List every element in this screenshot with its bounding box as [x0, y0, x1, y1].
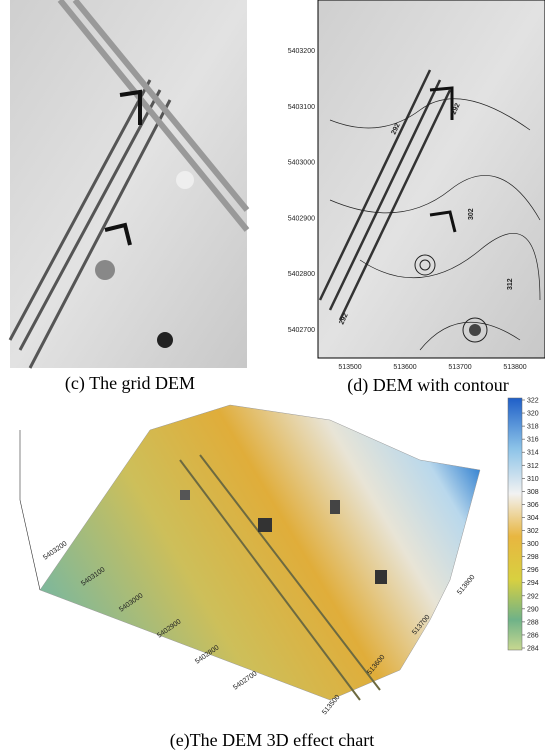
colorbar-label: 286: [527, 632, 539, 639]
figure: (c) The grid DEM 5403200 5403100 5403000 54…: [0, 0, 545, 756]
x-tick-label: 513500: [338, 364, 361, 371]
y-tick-label: 5403000: [288, 160, 315, 167]
colorbar-label: 296: [527, 567, 539, 574]
east-label: 513800: [456, 574, 476, 596]
colorbar-label: 288: [527, 619, 539, 626]
dem-3d-image: [20, 405, 480, 700]
caption: (e)The DEM 3D effect chart: [170, 730, 375, 751]
y-tick-label: 5402900: [288, 215, 315, 222]
colorbar-label: 302: [527, 528, 539, 535]
colorbar-label: 304: [527, 515, 539, 522]
caption: (c) The grid DEM: [65, 373, 195, 394]
y-tick-label: 5402700: [288, 327, 315, 334]
colorbar-label: 300: [527, 541, 539, 548]
colorbar-label: 320: [527, 411, 539, 418]
colorbar-label: 316: [527, 437, 539, 444]
caption: (d) DEM with contour: [347, 375, 508, 396]
y-tick-label: 5403200: [288, 48, 315, 55]
colorbar-label: 322: [527, 398, 539, 405]
y-tick-label: 5402800: [288, 271, 315, 278]
y-tick-label: 5403100: [288, 104, 315, 111]
contour-label: 312: [507, 278, 514, 290]
colorbar-label: 312: [527, 463, 539, 470]
contour-image: [318, 0, 545, 358]
colorbar-label: 294: [527, 580, 539, 587]
colorbar-label: 318: [527, 424, 539, 431]
x-tick-label: 513800: [503, 364, 526, 371]
page: (c) The grid DEM 5403200 5403100 5403000 54…: [0, 0, 545, 756]
colorbar-label: 308: [527, 489, 539, 496]
colorbar-label: 292: [527, 593, 539, 600]
colorbar-label: 298: [527, 554, 539, 561]
colorbar-label: 306: [527, 502, 539, 509]
colorbar-label: 284: [527, 646, 539, 653]
x-tick-label: 513700: [448, 364, 471, 371]
grid-dem-image: [10, 0, 247, 368]
colorbar-label: 290: [527, 606, 539, 613]
colorbar-label: 314: [527, 450, 539, 457]
colorbar: [508, 398, 522, 650]
contour-label: 302: [468, 208, 475, 220]
colorbar-label: 310: [527, 476, 539, 483]
north-label: 5402700: [232, 670, 258, 691]
x-tick-label: 513600: [393, 364, 416, 371]
